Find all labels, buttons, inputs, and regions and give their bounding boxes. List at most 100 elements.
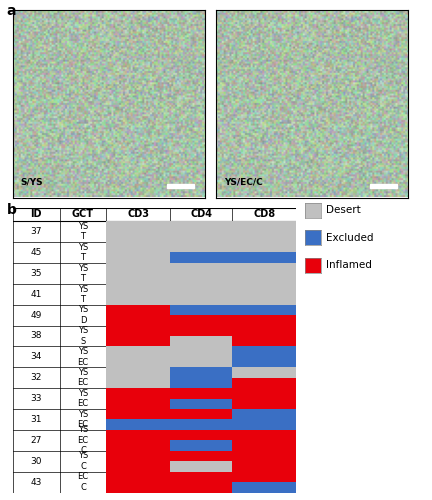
Bar <box>232 326 296 336</box>
Text: EC
C: EC C <box>77 472 89 492</box>
Text: YS
T: YS T <box>78 243 88 262</box>
Text: CD3: CD3 <box>127 210 149 220</box>
Bar <box>106 284 170 294</box>
Bar <box>106 242 170 252</box>
Bar <box>106 409 170 420</box>
Bar <box>106 378 170 388</box>
Bar <box>170 451 232 461</box>
Bar <box>106 304 170 315</box>
Bar <box>106 472 170 482</box>
Bar <box>232 430 296 440</box>
Bar <box>170 294 232 304</box>
Bar <box>106 482 170 492</box>
Bar <box>170 368 232 378</box>
Bar <box>170 398 232 409</box>
Text: YS
T: YS T <box>78 284 88 304</box>
Text: CD4: CD4 <box>190 210 212 220</box>
Text: Desert: Desert <box>326 205 361 215</box>
Bar <box>370 184 397 188</box>
Bar <box>232 252 296 263</box>
Bar <box>106 357 170 368</box>
Bar <box>170 242 232 252</box>
Bar <box>232 451 296 461</box>
Bar <box>170 232 232 242</box>
Bar <box>232 336 296 346</box>
Bar <box>170 326 232 336</box>
Bar <box>232 294 296 304</box>
Bar <box>232 315 296 326</box>
Bar <box>170 252 232 263</box>
Bar <box>106 461 170 471</box>
Text: 27: 27 <box>31 436 42 445</box>
Text: 49: 49 <box>31 310 42 320</box>
Bar <box>170 284 232 294</box>
Bar <box>232 378 296 388</box>
Text: YS
EC: YS EC <box>77 389 89 408</box>
Bar <box>170 440 232 451</box>
Bar <box>232 274 296 284</box>
Bar <box>170 304 232 315</box>
Bar <box>232 263 296 274</box>
Bar <box>170 472 232 482</box>
Text: a: a <box>6 4 16 18</box>
Bar <box>232 398 296 409</box>
Text: Excluded: Excluded <box>326 232 374 242</box>
Bar <box>106 420 170 430</box>
Bar <box>106 451 170 461</box>
Text: ID: ID <box>31 210 42 220</box>
Text: 33: 33 <box>31 394 42 403</box>
Text: S/YS: S/YS <box>21 178 43 186</box>
Bar <box>167 184 194 188</box>
Text: CD8: CD8 <box>253 210 275 220</box>
Bar <box>232 461 296 471</box>
Bar <box>170 346 232 357</box>
Bar <box>170 357 232 368</box>
Bar <box>170 430 232 440</box>
Bar <box>106 263 170 274</box>
Bar <box>232 368 296 378</box>
Bar <box>170 388 232 398</box>
Bar <box>232 284 296 294</box>
Bar <box>170 221 232 232</box>
Text: 32: 32 <box>31 373 42 382</box>
Bar <box>170 263 232 274</box>
Bar <box>170 461 232 471</box>
Text: YS
D: YS D <box>78 306 88 325</box>
Bar <box>106 440 170 451</box>
Text: 45: 45 <box>31 248 42 257</box>
Bar <box>106 368 170 378</box>
Text: YS
C: YS C <box>78 452 88 471</box>
Bar <box>232 472 296 482</box>
Text: b: b <box>6 202 16 216</box>
Bar <box>170 274 232 284</box>
Bar <box>170 315 232 326</box>
Bar <box>170 409 232 420</box>
Text: YS/EC/C: YS/EC/C <box>224 178 262 186</box>
Text: YS
EC: YS EC <box>77 368 89 388</box>
Text: 37: 37 <box>31 227 42 236</box>
Bar <box>232 242 296 252</box>
Bar <box>232 420 296 430</box>
Bar <box>106 252 170 263</box>
Text: YS
EC
C: YS EC C <box>77 426 89 455</box>
Text: YS
EC: YS EC <box>77 347 89 366</box>
Text: GCT: GCT <box>72 210 94 220</box>
Bar <box>232 346 296 357</box>
Bar <box>232 440 296 451</box>
Text: YS
EC: YS EC <box>77 410 89 429</box>
Bar <box>106 221 170 232</box>
Text: Inflamed: Inflamed <box>326 260 372 270</box>
Bar <box>232 409 296 420</box>
Text: 31: 31 <box>31 415 42 424</box>
Bar <box>106 388 170 398</box>
Bar <box>170 482 232 492</box>
Bar <box>232 388 296 398</box>
Text: YS
T: YS T <box>78 264 88 283</box>
Bar <box>106 430 170 440</box>
Text: YS
T: YS T <box>78 222 88 242</box>
Bar <box>170 378 232 388</box>
Bar <box>106 398 170 409</box>
Bar <box>106 326 170 336</box>
Bar <box>170 336 232 346</box>
Bar <box>106 346 170 357</box>
